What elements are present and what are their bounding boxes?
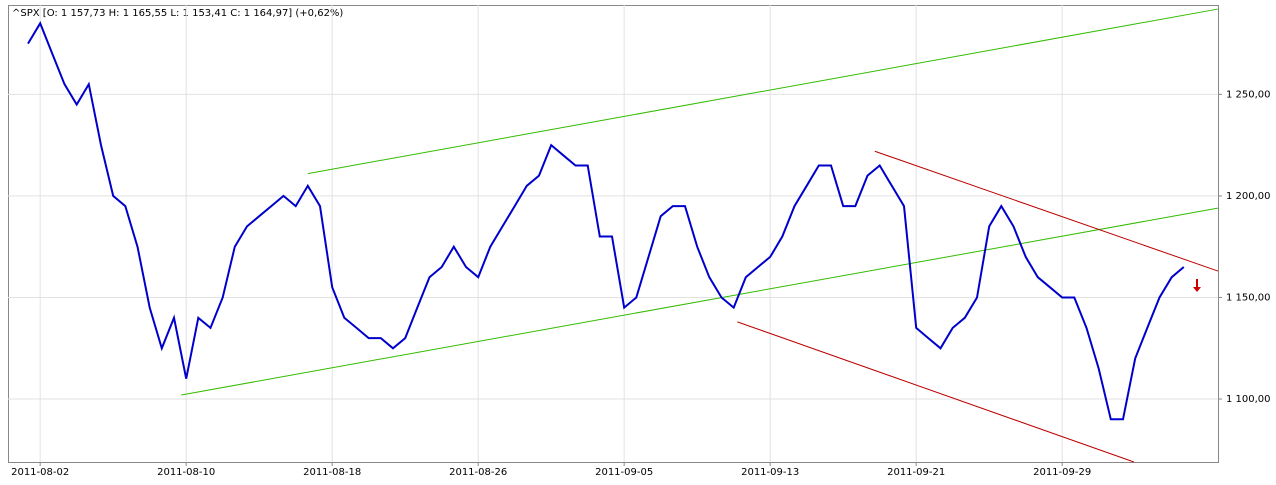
y-tick-label: 1 100,00: [1226, 394, 1271, 405]
x-tick-label: 2011-08-10: [157, 467, 215, 478]
trendline: [874, 150, 1219, 272]
x-tick-label: 2011-08-18: [303, 467, 361, 478]
x-tick-label: 2011-08-26: [449, 467, 507, 478]
trendline: [737, 321, 1135, 463]
x-tick-label: 2011-09-29: [1033, 467, 1091, 478]
x-tick-label: 2011-08-02: [11, 467, 69, 478]
chart-title: ^SPX [O: 1 157,73 H: 1 165,55 L: 1 153,4…: [12, 8, 343, 19]
price-line: [27, 21, 1185, 421]
y-tick-label: 1 150,00: [1226, 292, 1271, 303]
plot-frame: [8, 5, 1219, 463]
x-tick-label: 2011-09-13: [741, 467, 799, 478]
x-tick-label: 2011-09-05: [595, 467, 653, 478]
x-tick-label: 2011-09-21: [887, 467, 945, 478]
y-tick-label: 1 250,00: [1226, 89, 1271, 100]
down-arrow: [1193, 279, 1201, 292]
trendline: [181, 207, 1218, 396]
y-tick-label: 1 200,00: [1226, 191, 1271, 202]
trendline: [307, 8, 1218, 175]
